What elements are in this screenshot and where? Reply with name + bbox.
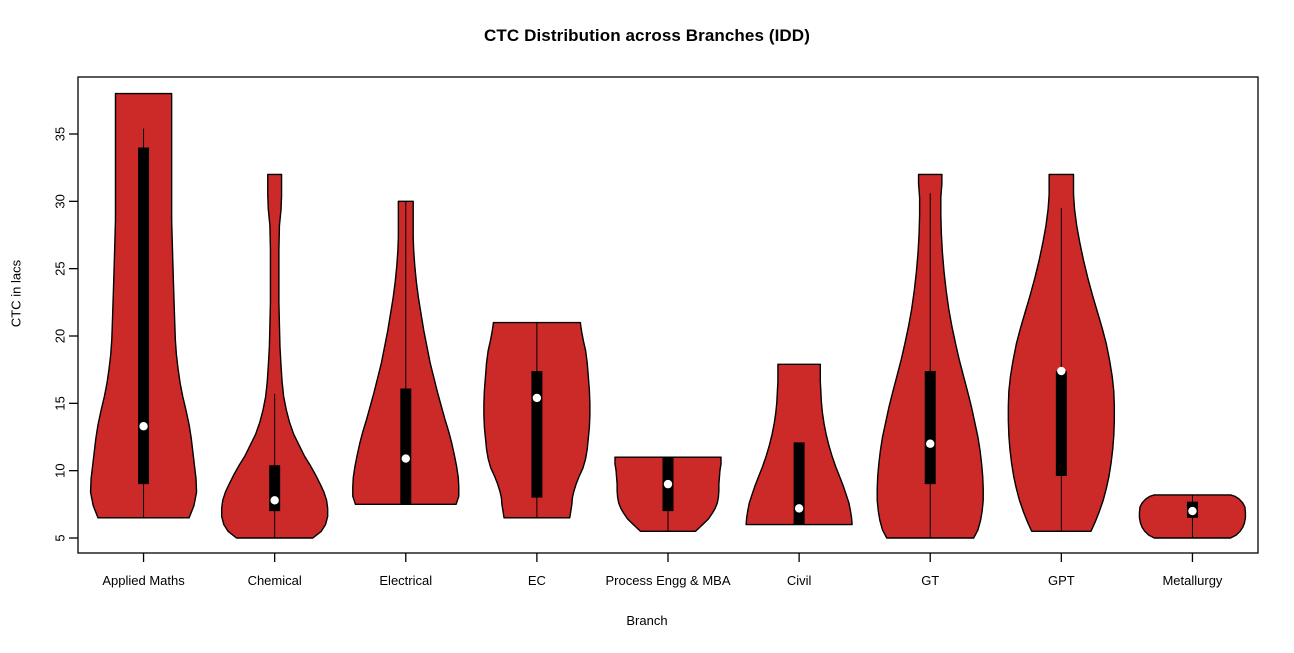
- x-tick-label-ec: EC: [528, 573, 546, 588]
- median-marker: [926, 439, 935, 448]
- median-marker: [663, 479, 673, 489]
- x-tick-label-layer: Applied Maths Chemical Electrical EC Process…: [102, 573, 1223, 588]
- y-tick-label: 10: [53, 463, 68, 477]
- x-tick-label-electrical: Electrical: [379, 573, 432, 588]
- x-tick-label-chemical: Chemical: [248, 573, 302, 588]
- violin-electrical[interactable]: [352, 200, 460, 506]
- median-marker: [270, 496, 279, 505]
- x-tick-label-gpt: GPT: [1048, 573, 1075, 588]
- y-tick-label: 35: [53, 127, 68, 141]
- x-tick-label-gt: GT: [921, 573, 939, 588]
- median-marker: [1057, 366, 1066, 376]
- violin-chemical[interactable]: [220, 173, 329, 539]
- axis-layer: [69, 76, 1259, 562]
- chart-title: CTC Distribution across Branches (IDD): [484, 26, 810, 45]
- y-tick-label: 5: [53, 534, 68, 541]
- median-marker: [1188, 506, 1197, 516]
- violin-metallurgy[interactable]: [1138, 494, 1247, 539]
- median-marker: [139, 422, 148, 431]
- x-axis-title: Branch: [626, 613, 668, 628]
- median-marker: [401, 454, 410, 463]
- y-tick-label: 30: [53, 194, 68, 208]
- y-tick-label: 25: [53, 261, 68, 275]
- x-tick-label-civil: Civil: [787, 573, 812, 588]
- violins-layer: [89, 92, 1247, 539]
- violin-gt[interactable]: [876, 173, 984, 539]
- violin-process-engg-mba[interactable]: [614, 456, 722, 532]
- median-marker: [532, 393, 542, 403]
- y-tick-label-layer: 5 10 15 20 25 30 35: [53, 127, 68, 542]
- x-tick-label-applied-maths: Applied Maths: [102, 573, 185, 588]
- x-tick-label-process-engg-mba: Process Engg & MBA: [606, 573, 731, 588]
- median-marker: [794, 504, 804, 513]
- violin-body: [220, 173, 329, 539]
- violin-applied-maths[interactable]: [89, 92, 198, 519]
- x-tick-label-metallurgy: Metallurgy: [1162, 573, 1222, 588]
- violin-civil[interactable]: [745, 363, 853, 526]
- y-tick-label: 20: [53, 329, 68, 343]
- y-tick-label: 15: [53, 396, 68, 410]
- violin-ec[interactable]: [483, 321, 591, 519]
- violin-gpt[interactable]: [1007, 173, 1116, 532]
